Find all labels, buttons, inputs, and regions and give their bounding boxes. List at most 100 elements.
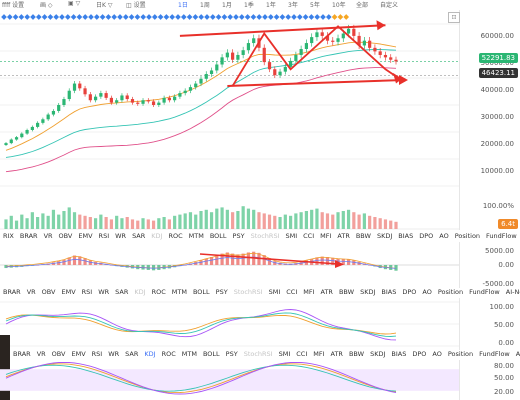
indicator-tab-dpo[interactable]: DPO (412, 350, 427, 358)
indicator-tab-bbw[interactable]: BBW (355, 232, 371, 240)
indicator-tab-stochrsi[interactable]: StochRSI (243, 350, 273, 358)
period-1q[interactable]: 1季 (244, 2, 254, 9)
indicator-tab-rix[interactable]: RIX (3, 232, 14, 240)
indicator-tab-emv[interactable]: EMV (78, 232, 93, 240)
signal-marker (6, 14, 13, 20)
indicator-tab-skdj[interactable]: SKDJ (360, 288, 376, 296)
indicator-tab-skdj[interactable]: SKDJ (376, 232, 393, 240)
period-3y[interactable]: 3年 (288, 2, 298, 9)
volume-bar (78, 214, 82, 229)
indicator-tab-brar[interactable]: BRAR (13, 350, 31, 358)
period-all[interactable]: 全部 (356, 2, 369, 9)
indicator-tab-mfi[interactable]: MFI (303, 288, 315, 296)
indicator-tab-wr[interactable]: WR (108, 350, 120, 358)
indicator-tab-position[interactable]: Position (437, 288, 464, 296)
indicator-tab-ao[interactable]: AO (432, 350, 442, 358)
indicator-tab-kdj[interactable]: KDJ (144, 350, 156, 358)
indicator-tab-psy[interactable]: PSY (232, 232, 245, 240)
indicator-tab-sar[interactable]: SAR (115, 288, 129, 296)
indicator-tab-bbw[interactable]: BBW (338, 288, 355, 296)
indicator-tab-kdj[interactable]: KDJ (151, 232, 163, 240)
candle-body (51, 110, 56, 115)
indicator-tab-atr[interactable]: ATR (330, 350, 343, 358)
indicator-tab-bias[interactable]: BIAS (381, 288, 397, 296)
indicator-tab-rsi[interactable]: RSI (81, 288, 93, 296)
period-10y[interactable]: 10年 (332, 2, 346, 9)
indicator-tab-emv[interactable]: EMV (71, 350, 86, 358)
period-custom[interactable]: 自定义 (380, 2, 399, 9)
indicator-tab-smi[interactable]: SMI (268, 288, 281, 296)
indicator-tab-boll[interactable]: BOLL (209, 232, 227, 240)
indicator-tab-roc[interactable]: ROC (168, 232, 183, 240)
period-1m[interactable]: 1月 (222, 2, 232, 9)
indicator-tab-boll[interactable]: BOLL (192, 288, 210, 296)
indicator-tab-rsi[interactable]: RSI (91, 350, 103, 358)
indicator-tab-atr[interactable]: ATR (337, 232, 350, 240)
indicator-tab-fundflow[interactable]: FundFlow (469, 288, 500, 296)
zoom-icon[interactable]: ⊡ (448, 12, 460, 23)
indicator-tab-bias[interactable]: BIAS (391, 350, 407, 358)
period-5y[interactable]: 5年 (310, 2, 320, 9)
indicator-tab-stochrsi[interactable]: StochRSI (250, 232, 280, 240)
indicator-tab-ai-netvol[interactable]: AI-NetVOL (515, 350, 520, 358)
indicator-tab-obv[interactable]: OBV (51, 350, 66, 358)
indicator-tab-wr[interactable]: WR (115, 232, 127, 240)
indicator-tab-skdj[interactable]: SKDJ (370, 350, 386, 358)
indicator-tab-sar[interactable]: SAR (125, 350, 139, 358)
indicator-tab-smi[interactable]: SMI (285, 232, 298, 240)
indicator-tab-kdj[interactable]: KDJ (134, 288, 146, 296)
indicator-tab-fundflow[interactable]: FundFlow (486, 232, 517, 240)
volume-bar (136, 220, 140, 229)
indicator-tab-ai-netvol[interactable]: AI-NetVOL (505, 288, 520, 296)
indicator-tab-wr[interactable]: WR (98, 288, 110, 296)
indicator-tab-vr[interactable]: VR (26, 288, 36, 296)
indicator-tab-emv[interactable]: EMV (61, 288, 76, 296)
indicator-tab-stochrsi[interactable]: StochRSI (233, 288, 263, 296)
period-1d[interactable]: 1日 (178, 2, 188, 9)
indicator-tab-mtm[interactable]: MTM (171, 288, 187, 296)
indicator-tab-cci[interactable]: CCI (303, 232, 315, 240)
indicator-tab-atr[interactable]: ATR (320, 288, 333, 296)
indicator-tab-boll[interactable]: BOLL (202, 350, 220, 358)
indicator-tab-obv[interactable]: OBV (58, 232, 73, 240)
price-pane[interactable]: 60000.00 50000.00 40000.00 30000.00 2000… (0, 10, 520, 200)
indicator-tab-vr[interactable]: VR (36, 350, 46, 358)
indicator-tab-rsi[interactable]: RSI (98, 232, 110, 240)
indicator-tab-brar[interactable]: BRAR (3, 288, 21, 296)
indicator-tab-cci[interactable]: CCI (296, 350, 308, 358)
indicator-tab-vr[interactable]: VR (43, 232, 53, 240)
indicator-tab-position[interactable]: Position (447, 350, 474, 358)
indicator-tab-cci[interactable]: CCI (286, 288, 298, 296)
indicator-tab-mfi[interactable]: MFI (320, 232, 332, 240)
indicator-tab-dpo[interactable]: DPO (419, 232, 434, 240)
draw-tool-button[interactable]: 画 ◇ (40, 2, 53, 9)
indicator-tab-ao[interactable]: AO (439, 232, 449, 240)
indicator-tab-mfi[interactable]: MFI (313, 350, 325, 358)
indicator-tab-mtm[interactable]: MTM (181, 350, 197, 358)
menu-label[interactable]: ffff 设置 (2, 2, 25, 9)
indicator-tab-dpo[interactable]: DPO (402, 288, 417, 296)
layout-tool-button[interactable]: ▣ ▽ (68, 0, 81, 7)
candle-body (362, 40, 366, 46)
indicator-tab-psy[interactable]: PSY (215, 288, 228, 296)
macd-bar (241, 253, 245, 265)
indicator-tab-fundflow[interactable]: FundFlow (479, 350, 510, 358)
indicator-tab-ao[interactable]: AO (422, 288, 432, 296)
indicator-tab-obv[interactable]: OBV (41, 288, 56, 296)
macd-bar (304, 260, 309, 265)
price-chart[interactable] (0, 10, 460, 200)
indicator-tab-mtm[interactable]: MTM (188, 232, 204, 240)
indicator-tab-smi[interactable]: SMI (278, 350, 291, 358)
indicator-tab-bbw[interactable]: BBW (348, 350, 365, 358)
period-1y[interactable]: 1年 (266, 2, 276, 9)
indicator-tab-sar[interactable]: SAR (132, 232, 146, 240)
indicator-tab-psy[interactable]: PSY (225, 350, 238, 358)
indicator-tab-position[interactable]: Position (454, 232, 481, 240)
indicator-tab-bias[interactable]: BIAS (398, 232, 414, 240)
settings-button[interactable]: ◫ 设置 (126, 2, 146, 9)
interval-select[interactable]: 日K ▽ (96, 2, 113, 9)
indicator-tab-brar[interactable]: BRAR (19, 232, 38, 240)
period-1w[interactable]: 1周 (200, 2, 210, 9)
indicator-tab-roc[interactable]: ROC (151, 288, 166, 296)
indicator-tab-roc[interactable]: ROC (161, 350, 176, 358)
